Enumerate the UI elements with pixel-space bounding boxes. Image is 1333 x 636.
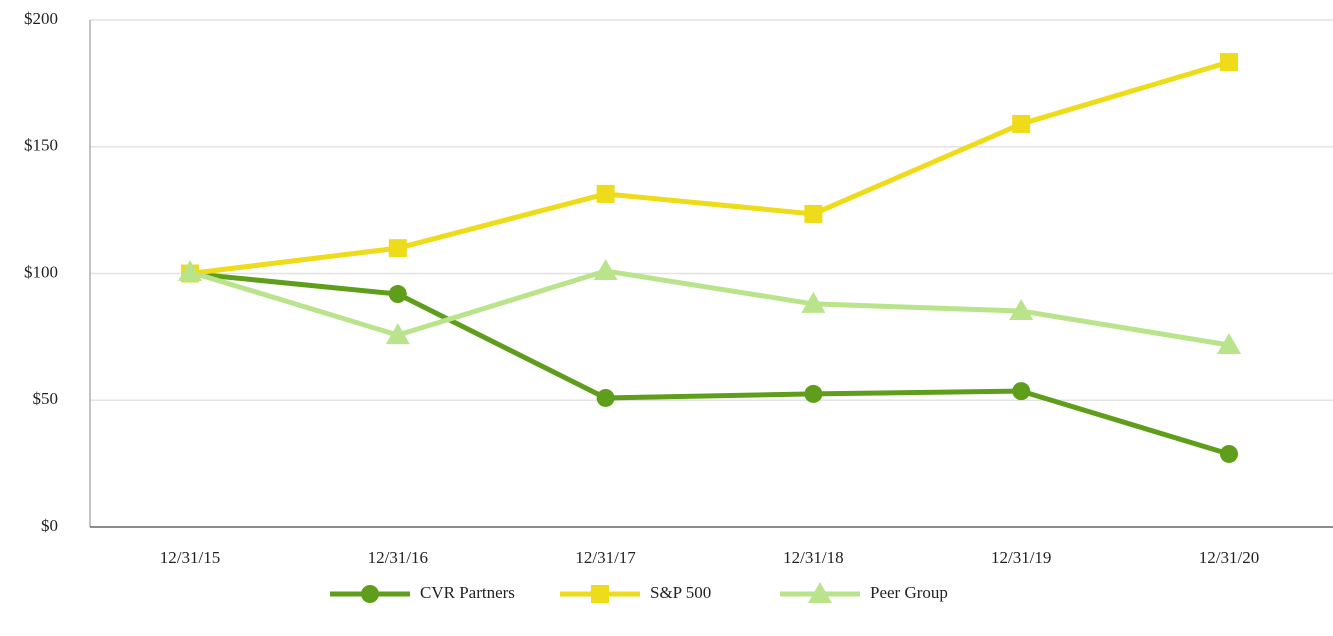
data-point [596, 388, 615, 407]
x-tick-label: 12/31/16 [368, 548, 428, 567]
data-point [1012, 114, 1031, 133]
data-point [596, 184, 615, 203]
y-tick-label: $0 [41, 516, 58, 535]
y-tick-label: $50 [33, 389, 59, 408]
data-point [1220, 53, 1238, 72]
legend-marker [361, 585, 379, 603]
legend-label: S&P 500 [650, 583, 711, 602]
legend-label: CVR Partners [420, 583, 515, 602]
data-point [804, 204, 823, 223]
legend-marker [591, 585, 609, 603]
x-tick-label: 12/31/18 [783, 548, 843, 567]
series-line [189, 268, 1230, 348]
y-tick-label: $200 [24, 9, 58, 28]
data-point [801, 291, 826, 313]
series-line [189, 59, 1230, 276]
series-line [189, 271, 1230, 457]
data-point [1009, 299, 1034, 321]
data-point [385, 323, 410, 345]
x-tick-label: 12/31/15 [160, 548, 220, 567]
x-tick-label: 12/31/17 [575, 548, 636, 567]
data-point [593, 258, 618, 280]
data-point [804, 384, 823, 403]
y-tick-label: $100 [24, 262, 58, 281]
data-point [1217, 332, 1241, 354]
data-point [388, 239, 407, 258]
data-point [178, 259, 202, 281]
x-tick-label: 12/31/19 [991, 548, 1051, 567]
data-point [388, 285, 407, 304]
data-point [1220, 444, 1238, 463]
legend-marker [808, 582, 832, 603]
data-point [1012, 382, 1031, 401]
y-tick-label: $150 [24, 136, 58, 155]
legend-label: Peer Group [870, 583, 948, 602]
x-tick-label: 12/31/20 [1199, 548, 1259, 567]
